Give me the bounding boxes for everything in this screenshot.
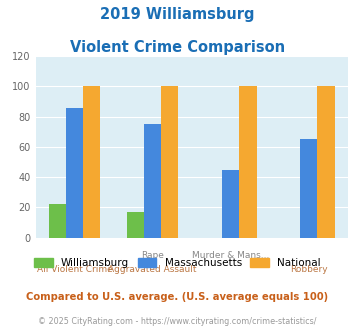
Text: Rape: Rape [141, 251, 164, 260]
Bar [49, 204, 66, 238]
Bar [317, 86, 335, 238]
Bar [222, 170, 239, 238]
Legend: Williamsburg, Massachusetts, National: Williamsburg, Massachusetts, National [34, 258, 321, 268]
Text: © 2025 CityRating.com - https://www.cityrating.com/crime-statistics/: © 2025 CityRating.com - https://www.city… [38, 317, 317, 326]
Bar [161, 86, 179, 238]
Bar [83, 86, 100, 238]
Text: Aggravated Assault: Aggravated Assault [108, 265, 197, 274]
Bar [300, 139, 317, 238]
Text: Robbery: Robbery [290, 265, 328, 274]
Text: All Violent Crime: All Violent Crime [37, 265, 113, 274]
Text: Compared to U.S. average. (U.S. average equals 100): Compared to U.S. average. (U.S. average … [26, 292, 329, 302]
Text: 2019 Williamsburg: 2019 Williamsburg [100, 7, 255, 21]
Text: Violent Crime Comparison: Violent Crime Comparison [70, 40, 285, 54]
Bar [66, 108, 83, 238]
Bar [127, 212, 144, 238]
Bar [239, 86, 257, 238]
Bar [144, 124, 161, 238]
Text: Murder & Mans...: Murder & Mans... [192, 251, 269, 260]
